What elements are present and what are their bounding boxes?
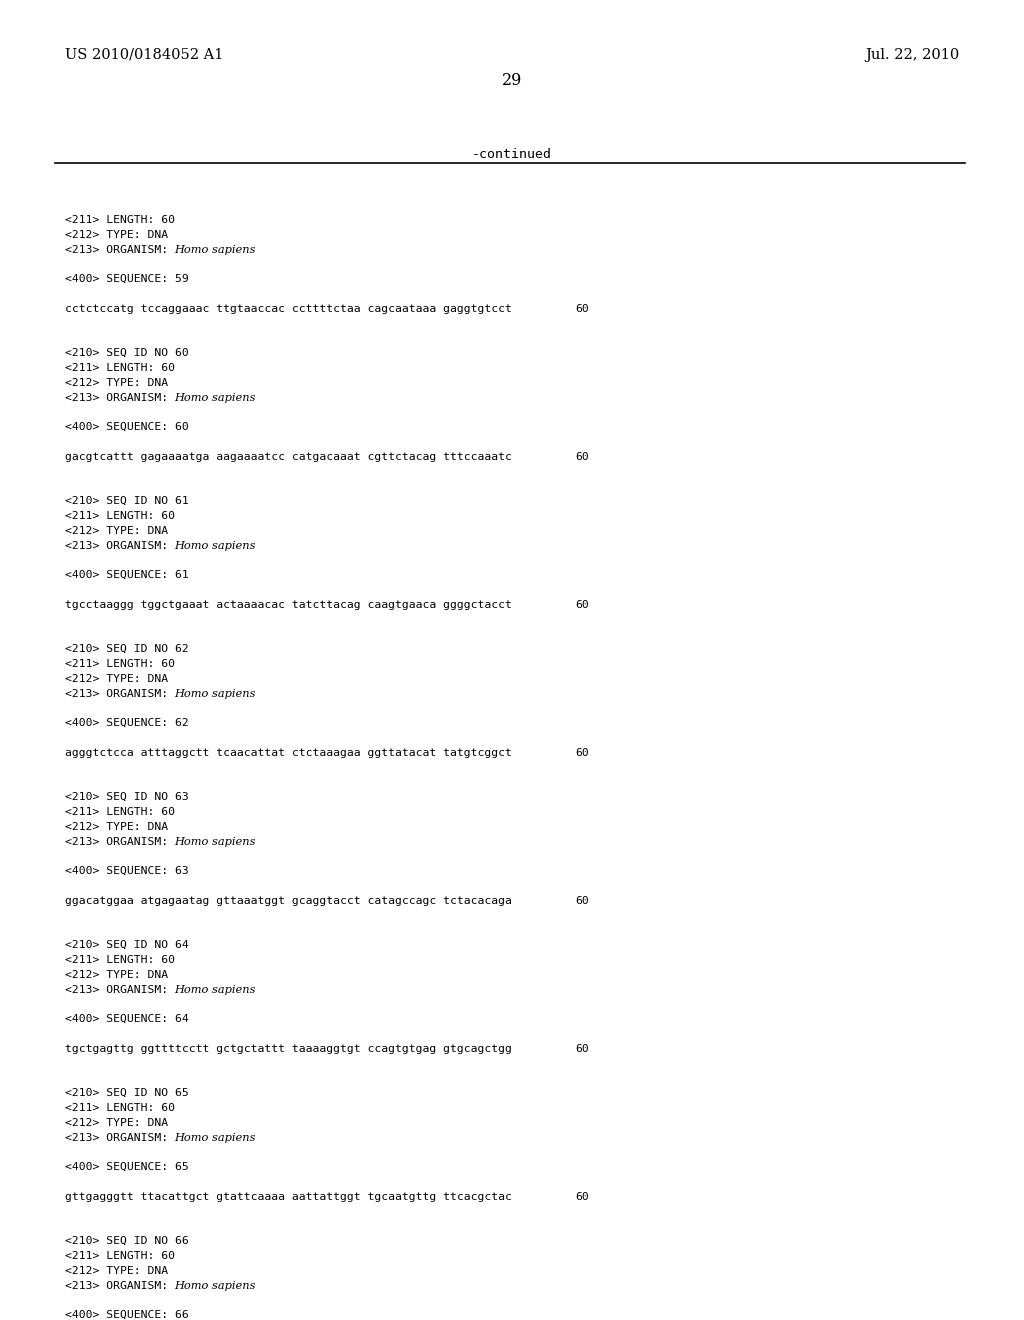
Text: 60: 60 [575, 451, 589, 462]
Text: <400> SEQUENCE: 65: <400> SEQUENCE: 65 [65, 1162, 188, 1172]
Text: Homo sapiens: Homo sapiens [174, 985, 256, 994]
Text: Homo sapiens: Homo sapiens [174, 541, 256, 550]
Text: 29: 29 [502, 73, 522, 88]
Text: <212> TYPE: DNA: <212> TYPE: DNA [65, 1118, 168, 1127]
Text: <400> SEQUENCE: 66: <400> SEQUENCE: 66 [65, 1311, 188, 1320]
Text: <211> LENGTH: 60: <211> LENGTH: 60 [65, 511, 175, 521]
Text: <210> SEQ ID NO 64: <210> SEQ ID NO 64 [65, 940, 188, 950]
Text: <213> ORGANISM:: <213> ORGANISM: [65, 541, 175, 550]
Text: 60: 60 [575, 1044, 589, 1053]
Text: <211> LENGTH: 60: <211> LENGTH: 60 [65, 807, 175, 817]
Text: 60: 60 [575, 1192, 589, 1201]
Text: <400> SEQUENCE: 62: <400> SEQUENCE: 62 [65, 718, 188, 729]
Text: <212> TYPE: DNA: <212> TYPE: DNA [65, 378, 168, 388]
Text: <212> TYPE: DNA: <212> TYPE: DNA [65, 525, 168, 536]
Text: <211> LENGTH: 60: <211> LENGTH: 60 [65, 1104, 175, 1113]
Text: <210> SEQ ID NO 65: <210> SEQ ID NO 65 [65, 1088, 188, 1098]
Text: <212> TYPE: DNA: <212> TYPE: DNA [65, 230, 168, 240]
Text: <213> ORGANISM:: <213> ORGANISM: [65, 985, 175, 994]
Text: <211> LENGTH: 60: <211> LENGTH: 60 [65, 659, 175, 669]
Text: <213> ORGANISM:: <213> ORGANISM: [65, 244, 175, 255]
Text: <210> SEQ ID NO 61: <210> SEQ ID NO 61 [65, 496, 188, 506]
Text: <210> SEQ ID NO 60: <210> SEQ ID NO 60 [65, 348, 188, 358]
Text: <400> SEQUENCE: 64: <400> SEQUENCE: 64 [65, 1014, 188, 1024]
Text: <211> LENGTH: 60: <211> LENGTH: 60 [65, 954, 175, 965]
Text: gacgtcattt gagaaaatga aagaaaatcc catgacaaat cgttctacag tttccaaatc: gacgtcattt gagaaaatga aagaaaatcc catgaca… [65, 451, 512, 462]
Text: <212> TYPE: DNA: <212> TYPE: DNA [65, 673, 168, 684]
Text: <400> SEQUENCE: 60: <400> SEQUENCE: 60 [65, 422, 188, 432]
Text: <211> LENGTH: 60: <211> LENGTH: 60 [65, 363, 175, 374]
Text: Homo sapiens: Homo sapiens [174, 689, 256, 698]
Text: ggacatggaa atgagaatag gttaaatggt gcaggtacct catagccagc tctacacaga: ggacatggaa atgagaatag gttaaatggt gcaggta… [65, 896, 512, 906]
Text: Homo sapiens: Homo sapiens [174, 392, 256, 403]
Text: Homo sapiens: Homo sapiens [174, 1133, 256, 1143]
Text: gttgagggtt ttacattgct gtattcaaaa aattattggt tgcaatgttg ttcacgctac: gttgagggtt ttacattgct gtattcaaaa aattatt… [65, 1192, 512, 1201]
Text: 60: 60 [575, 748, 589, 758]
Text: <212> TYPE: DNA: <212> TYPE: DNA [65, 970, 168, 979]
Text: <213> ORGANISM:: <213> ORGANISM: [65, 689, 175, 698]
Text: 60: 60 [575, 599, 589, 610]
Text: <213> ORGANISM:: <213> ORGANISM: [65, 1280, 175, 1291]
Text: Homo sapiens: Homo sapiens [174, 837, 256, 846]
Text: tgctgagttg ggttttcctt gctgctattt taaaaggtgt ccagtgtgag gtgcagctgg: tgctgagttg ggttttcctt gctgctattt taaaagg… [65, 1044, 512, 1053]
Text: <210> SEQ ID NO 63: <210> SEQ ID NO 63 [65, 792, 188, 803]
Text: Homo sapiens: Homo sapiens [174, 244, 256, 255]
Text: 60: 60 [575, 896, 589, 906]
Text: <213> ORGANISM:: <213> ORGANISM: [65, 392, 175, 403]
Text: <400> SEQUENCE: 59: <400> SEQUENCE: 59 [65, 275, 188, 284]
Text: tgcctaaggg tggctgaaat actaaaacac tatcttacag caagtgaaca ggggctacct: tgcctaaggg tggctgaaat actaaaacac tatctta… [65, 599, 512, 610]
Text: <210> SEQ ID NO 66: <210> SEQ ID NO 66 [65, 1237, 188, 1246]
Text: <400> SEQUENCE: 61: <400> SEQUENCE: 61 [65, 570, 188, 581]
Text: <213> ORGANISM:: <213> ORGANISM: [65, 1133, 175, 1143]
Text: Jul. 22, 2010: Jul. 22, 2010 [864, 48, 959, 62]
Text: <211> LENGTH: 60: <211> LENGTH: 60 [65, 1251, 175, 1261]
Text: <213> ORGANISM:: <213> ORGANISM: [65, 837, 175, 846]
Text: -continued: -continued [472, 148, 552, 161]
Text: <212> TYPE: DNA: <212> TYPE: DNA [65, 1266, 168, 1276]
Text: 60: 60 [575, 304, 589, 314]
Text: US 2010/0184052 A1: US 2010/0184052 A1 [65, 48, 223, 62]
Text: <210> SEQ ID NO 62: <210> SEQ ID NO 62 [65, 644, 188, 655]
Text: Homo sapiens: Homo sapiens [174, 1280, 256, 1291]
Text: <212> TYPE: DNA: <212> TYPE: DNA [65, 822, 168, 832]
Text: <211> LENGTH: 60: <211> LENGTH: 60 [65, 215, 175, 224]
Text: <400> SEQUENCE: 63: <400> SEQUENCE: 63 [65, 866, 188, 876]
Text: agggtctcca atttaggctt tcaacattat ctctaaagaa ggttatacat tatgtcggct: agggtctcca atttaggctt tcaacattat ctctaaa… [65, 748, 512, 758]
Text: cctctccatg tccaggaaac ttgtaaccac ccttttctaa cagcaataaa gaggtgtcct: cctctccatg tccaggaaac ttgtaaccac ccttttc… [65, 304, 512, 314]
